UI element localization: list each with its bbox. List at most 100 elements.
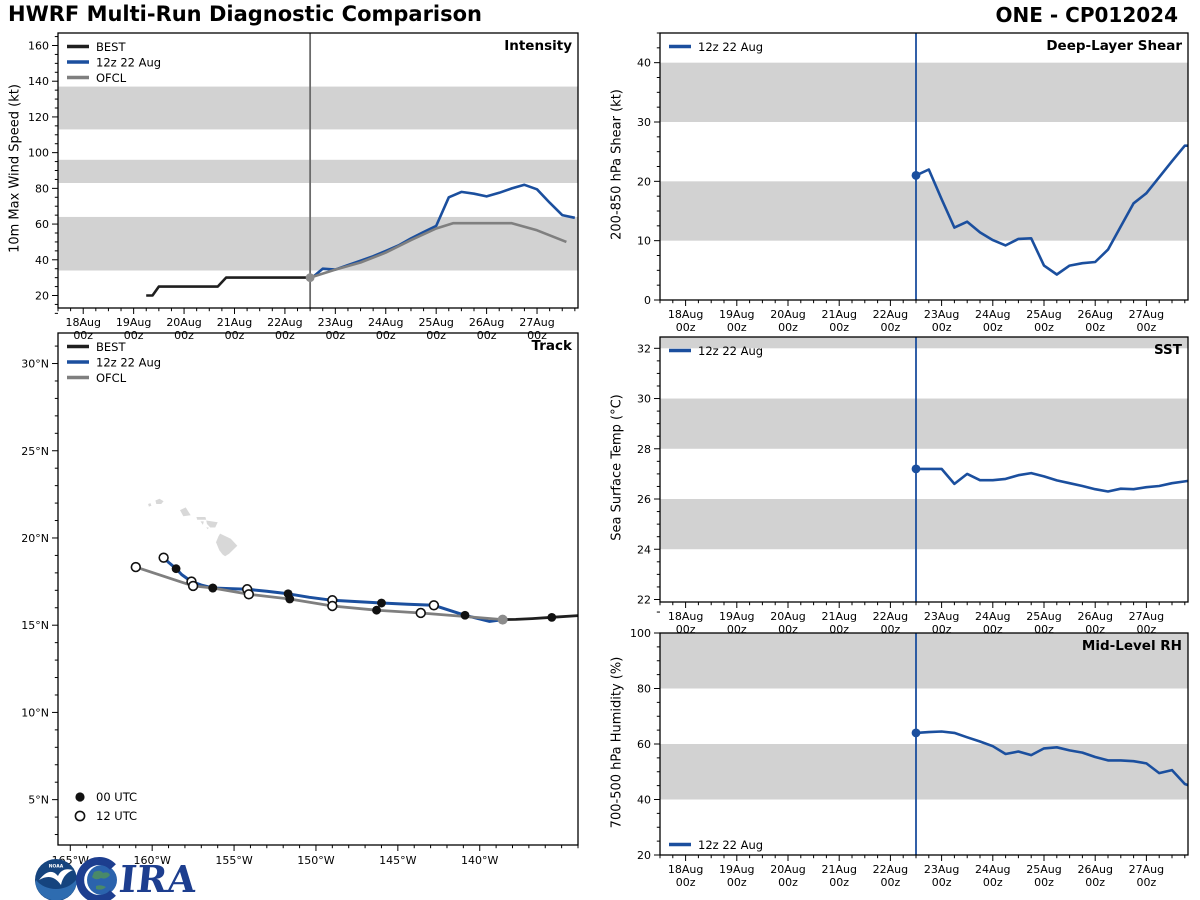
shear-series-12z 22 Aug [915,144,1188,276]
sst-xtick-label: 18Aug [668,610,703,623]
intensity-series-BEST [146,276,311,297]
shear-xtick-label: 20Aug [770,308,805,321]
legend-label-OFCL: OFCL [96,71,127,85]
sst-ytick-label: 26 [637,493,651,506]
sst-xtick-label: 20Aug [770,610,805,623]
shear-xtick-label: 21Aug [821,308,856,321]
shear-panel-title: Deep-Layer Shear [1046,38,1182,54]
shear-xtick-sublabel: 00z [727,321,747,334]
sst-ytick-label: 32 [637,342,651,355]
rh-xtick-label: 22Aug [873,863,908,876]
track-start-marker [497,614,508,625]
intensity-xtick-label: 20Aug [166,316,201,329]
shear-ytick-label: 40 [637,57,651,70]
track-ytick-label: 10°N [21,706,49,719]
track-xtick-label: 145°W [379,854,416,867]
rh-xtick-label: 18Aug [668,863,703,876]
hawaii-island [206,527,209,530]
hawaii-island [196,517,207,520]
track-marker-00utc [372,605,381,615]
sst-band [660,398,1188,449]
sst-start-marker [911,464,921,474]
legend-label-BEST: BEST [96,40,126,54]
legend-label-BEST: BEST [96,340,126,354]
intensity-panel-title: Intensity [504,38,572,54]
shear-xtick-label: 26Aug [1077,308,1112,321]
track-marker-12utc [243,589,255,600]
shear-xtick-sublabel: 00z [881,321,901,334]
track-ytick-label: 15°N [21,619,49,632]
intensity-ytick-label: 140 [28,75,49,88]
intensity-ylabel: 10m Max Wind Speed (kt) [7,84,23,253]
track-panel-title: Track [531,338,572,354]
hawaii-island [200,521,204,525]
rh-frame [659,632,1189,856]
intensity-ytick-label: 100 [28,147,49,160]
rh-xtick-sublabel: 00z [778,876,798,889]
sst-xtick-label: 25Aug [1026,610,1061,623]
rh-xtick-sublabel: 00z [881,876,901,889]
track-line-BEST [502,614,579,621]
intensity-band [58,216,578,271]
shear-xtick-label: 18Aug [668,308,703,321]
rh-ytick-label: 80 [637,683,651,696]
track-xtick-label: 155°W [215,854,252,867]
intensity-xtick-label: 18Aug [65,316,100,329]
sst-xtick-label: 27Aug [1129,610,1164,623]
intensity-series-OFCL [309,221,567,279]
track-marker-12utc [187,580,199,592]
shear-xtick-sublabel: 00z [1137,321,1157,334]
rh-xtick-label: 19Aug [719,863,754,876]
hawaii-island [216,533,238,557]
track-line-OFCL [135,565,503,621]
shear-xtick-sublabel: 00z [932,321,952,334]
shear-frame [659,32,1189,301]
intensity-xtick-sublabel: 00z [73,329,93,342]
sst-xtick-label: 23Aug [924,610,959,623]
track-marker-00utc [75,792,85,802]
intensity-xtick-label: 21Aug [217,316,252,329]
intensity-ytick-label: 40 [35,254,49,267]
track-marker-12utc [158,552,169,563]
intensity-xtick-sublabel: 00z [325,329,345,342]
track-marker-12utc [327,600,338,612]
intensity-xtick-sublabel: 00z [275,329,295,342]
rh-xtick-sublabel: 00z [1137,876,1157,889]
shear-ytick-label: 20 [637,175,651,188]
marker-legend-label: 00 UTC [96,790,137,804]
intensity-ytick-label: 120 [28,111,49,124]
legend-label-12z 22 Aug: 12z 22 Aug [96,356,161,370]
intensity-xtick-label: 27Aug [519,316,554,329]
legend-label-OFCL: OFCL [96,371,127,385]
hawaii-island [148,503,152,507]
track-xtick-label: 150°W [297,854,334,867]
track-marker-12utc [130,561,141,573]
shear-xtick-sublabel: 00z [778,321,798,334]
sst-frame [659,336,1189,603]
rh-ytick-label: 20 [637,849,651,862]
sst-xtick-label: 21Aug [821,610,856,623]
rh-band [660,633,1188,689]
sst-xtick-label: 26Aug [1077,610,1112,623]
track-marker-00utc [460,610,470,620]
intensity-band [58,86,578,130]
cira-logo-text: IRA [117,857,200,900]
hawaii-island [206,520,218,528]
intensity-xtick-sublabel: 00z [426,329,446,342]
rh-xtick-label: 23Aug [924,863,959,876]
track-ytick-label: 25°N [21,445,49,458]
track-marker-00utc [171,564,181,574]
storm-id: ONE - CP012024 [995,3,1178,27]
track-ytick-label: 30°N [21,358,49,371]
sst-band [660,499,1188,550]
legend-label-12z 22 Aug: 12z 22 Aug [698,40,763,54]
sst-series-12z 22 Aug [916,467,1189,493]
intensity-start-marker [305,273,315,283]
intensity-xtick-sublabel: 00z [376,329,396,342]
hawaii-island [155,498,164,504]
rh-ytick-label: 60 [637,738,651,751]
track-marker-00utc [285,594,295,604]
intensity-ytick-label: 60 [35,218,49,231]
